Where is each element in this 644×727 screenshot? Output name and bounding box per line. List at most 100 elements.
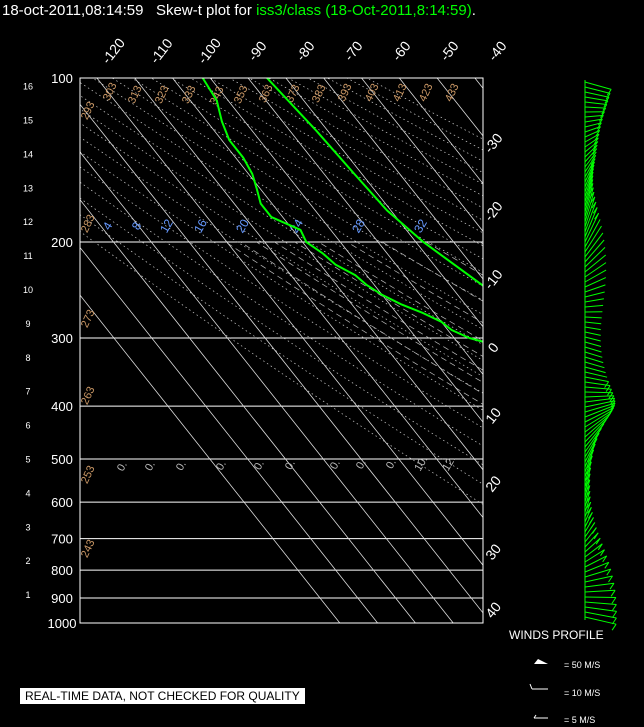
- svg-text:0.: 0.: [283, 458, 298, 472]
- moist-label-3: 0.: [214, 459, 229, 473]
- theta-label-10: 393: [336, 82, 355, 104]
- wind-barb: [584, 321, 602, 325]
- svg-text:433: 433: [443, 82, 462, 104]
- svg-text:0.: 0.: [354, 457, 369, 471]
- wind-barb: [584, 219, 601, 248]
- pressure-label-600: 600: [51, 495, 73, 510]
- svg-text:413: 413: [391, 82, 410, 104]
- wind-barb: [584, 371, 608, 378]
- theta-label-16: 273: [79, 308, 98, 330]
- wind-barb: [584, 491, 591, 508]
- title-prefix: Skew-t plot for: [156, 2, 252, 19]
- dry-adiabat-303: [80, 82, 483, 330]
- wind-barb: [584, 81, 612, 90]
- wind-barb: [584, 196, 596, 228]
- wind-barb-feather: [588, 187, 594, 194]
- wind-barb-feather: [606, 89, 612, 96]
- wind-barb: [584, 395, 614, 398]
- wind-barb: [584, 601, 617, 605]
- dry-adiabat-383: [229, 78, 483, 221]
- wind-barb-feather: [597, 118, 603, 126]
- dry-adiabat-363: [190, 78, 483, 247]
- wind-barb-feather: [600, 549, 605, 556]
- svg-text:283: 283: [79, 213, 98, 235]
- pressure-label-300: 300: [51, 331, 73, 346]
- wind-barb-feather: [593, 137, 599, 145]
- wind-legend: [529, 659, 548, 719]
- isotherm--20: [436, 78, 483, 137]
- wind-barb: [584, 133, 600, 143]
- wind-barb: [584, 144, 598, 158]
- wind-barb-feather: [593, 141, 599, 148]
- svg-text:-70: -70: [341, 38, 366, 64]
- plot-frame: [79, 77, 484, 624]
- wind-barb: [584, 225, 602, 253]
- svg-text:293: 293: [79, 100, 98, 122]
- svg-text:20: 20: [482, 472, 504, 494]
- wind-barb: [584, 361, 605, 369]
- wind-barb-feather: [611, 623, 617, 631]
- wind-barb: [584, 346, 602, 353]
- moist-label-10: 12.: [440, 454, 458, 473]
- temp-label-20: 20: [482, 472, 504, 494]
- wind-barb-feather: [590, 443, 596, 451]
- wind-barb: [584, 391, 613, 394]
- wind-barb: [584, 397, 615, 403]
- moist-adiabat--10: [256, 241, 483, 383]
- wind-barb-feather: [586, 501, 592, 509]
- svg-text:423: 423: [417, 82, 436, 104]
- wind-barb: [584, 415, 609, 438]
- chart-title: 18-oct-2011,08:14:59 Skew-t plot for iss…: [2, 2, 476, 19]
- svg-text:243: 243: [79, 538, 98, 560]
- dry-adiabat-403: [268, 78, 483, 197]
- moist-label-5: 0.: [283, 458, 298, 472]
- height-label-2: 2: [25, 556, 30, 566]
- wind-barbs: [584, 80, 618, 631]
- title-date: 18-oct-2011,08:14:59: [2, 2, 144, 19]
- temp-label--50: -50: [437, 38, 462, 64]
- wind-barb: [584, 316, 602, 319]
- wind-legend-5: = 5 M/S: [564, 715, 596, 725]
- wind-barb: [584, 485, 591, 503]
- wind-barb: [584, 501, 592, 518]
- temp-label--90: -90: [245, 38, 270, 64]
- isotherm--60: [285, 78, 483, 328]
- wind-barb: [584, 402, 616, 413]
- wind-barb: [584, 326, 601, 331]
- dry-adiabat-353: [170, 78, 483, 260]
- height-label-15: 15: [23, 116, 33, 126]
- wind-barb: [584, 419, 607, 443]
- wind-legend-50: = 50 M/S: [564, 660, 601, 670]
- temp-label--120: -120: [98, 35, 128, 67]
- svg-text:0.: 0.: [214, 459, 229, 473]
- wind-barb: [584, 412, 611, 433]
- wind-barb-feather: [586, 461, 592, 469]
- profile-line-0: [266, 78, 483, 287]
- moist-label-0: 0.: [115, 460, 130, 474]
- wind-barb: [584, 381, 611, 387]
- wind-barb: [584, 161, 595, 183]
- height-label-14: 14: [23, 149, 33, 159]
- wind-barb: [584, 582, 615, 588]
- height-label-5: 5: [25, 455, 30, 465]
- wind-barb-feather: [592, 148, 598, 155]
- wind-barb-feather: [600, 111, 605, 118]
- wind-barb-feather: [608, 575, 613, 583]
- wind-barb-feather: [588, 171, 594, 179]
- pressure-label-500: 500: [51, 452, 73, 467]
- svg-text:-120: -120: [98, 35, 128, 67]
- wind-barb: [584, 386, 612, 390]
- wind-barb: [584, 409, 613, 428]
- wind-barb: [584, 96, 608, 102]
- wind-barb-feather: [590, 196, 596, 204]
- wind-barb-feather: [594, 212, 600, 220]
- wind-barb-feather: [590, 161, 595, 169]
- isotherm-0: [513, 78, 644, 623]
- svg-text:393: 393: [336, 82, 355, 104]
- svg-text:363: 363: [257, 83, 276, 105]
- svg-text:333: 333: [180, 84, 199, 106]
- wind-barb: [584, 141, 599, 153]
- wind-legend-10: = 10 M/S: [564, 688, 601, 698]
- wind-barb-feather: [606, 568, 612, 576]
- wind-barb: [584, 407, 614, 423]
